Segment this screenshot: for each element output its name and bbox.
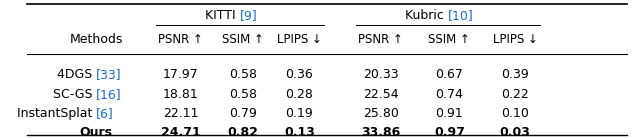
Text: 24.71: 24.71 (161, 126, 200, 138)
Text: Ours: Ours (79, 126, 113, 138)
Text: [9]: [9] (240, 9, 258, 22)
Text: 0.19: 0.19 (285, 107, 313, 120)
Text: 18.81: 18.81 (163, 88, 198, 101)
Text: SSIM ↑: SSIM ↑ (222, 33, 264, 46)
Text: 22.54: 22.54 (363, 88, 398, 101)
Text: 0.58: 0.58 (229, 68, 257, 81)
Text: 0.82: 0.82 (228, 126, 259, 138)
Text: [16]: [16] (96, 88, 122, 101)
Text: 0.13: 0.13 (284, 126, 315, 138)
Text: [33]: [33] (96, 68, 122, 81)
Text: 25.80: 25.80 (363, 107, 399, 120)
Text: [10]: [10] (448, 9, 474, 22)
Text: 0.22: 0.22 (501, 88, 529, 101)
Text: InstantSplat: InstantSplat (17, 107, 96, 120)
Text: 17.97: 17.97 (163, 68, 198, 81)
Text: 33.86: 33.86 (361, 126, 400, 138)
Text: 20.33: 20.33 (363, 68, 398, 81)
Text: 0.58: 0.58 (229, 88, 257, 101)
Text: Methods: Methods (70, 33, 123, 46)
Text: Kubric: Kubric (405, 9, 448, 22)
Text: 0.97: 0.97 (434, 126, 465, 138)
Text: [6]: [6] (96, 107, 114, 120)
Text: LPIPS ↓: LPIPS ↓ (493, 33, 538, 46)
Text: 0.74: 0.74 (435, 88, 463, 101)
Text: 0.91: 0.91 (435, 107, 463, 120)
Text: SSIM ↑: SSIM ↑ (428, 33, 470, 46)
Text: 0.36: 0.36 (285, 68, 313, 81)
Text: 4DGS: 4DGS (57, 68, 96, 81)
Text: 0.10: 0.10 (501, 107, 529, 120)
Text: SC-GS: SC-GS (52, 88, 96, 101)
Text: 0.79: 0.79 (229, 107, 257, 120)
Text: 22.11: 22.11 (163, 107, 198, 120)
Text: LPIPS ↓: LPIPS ↓ (277, 33, 322, 46)
Text: PSNR ↑: PSNR ↑ (358, 33, 403, 46)
Text: 0.03: 0.03 (500, 126, 531, 138)
Text: PSNR ↑: PSNR ↑ (158, 33, 203, 46)
Text: 0.28: 0.28 (285, 88, 313, 101)
Text: 0.67: 0.67 (435, 68, 463, 81)
Text: 0.39: 0.39 (501, 68, 529, 81)
Text: KITTI: KITTI (205, 9, 240, 22)
